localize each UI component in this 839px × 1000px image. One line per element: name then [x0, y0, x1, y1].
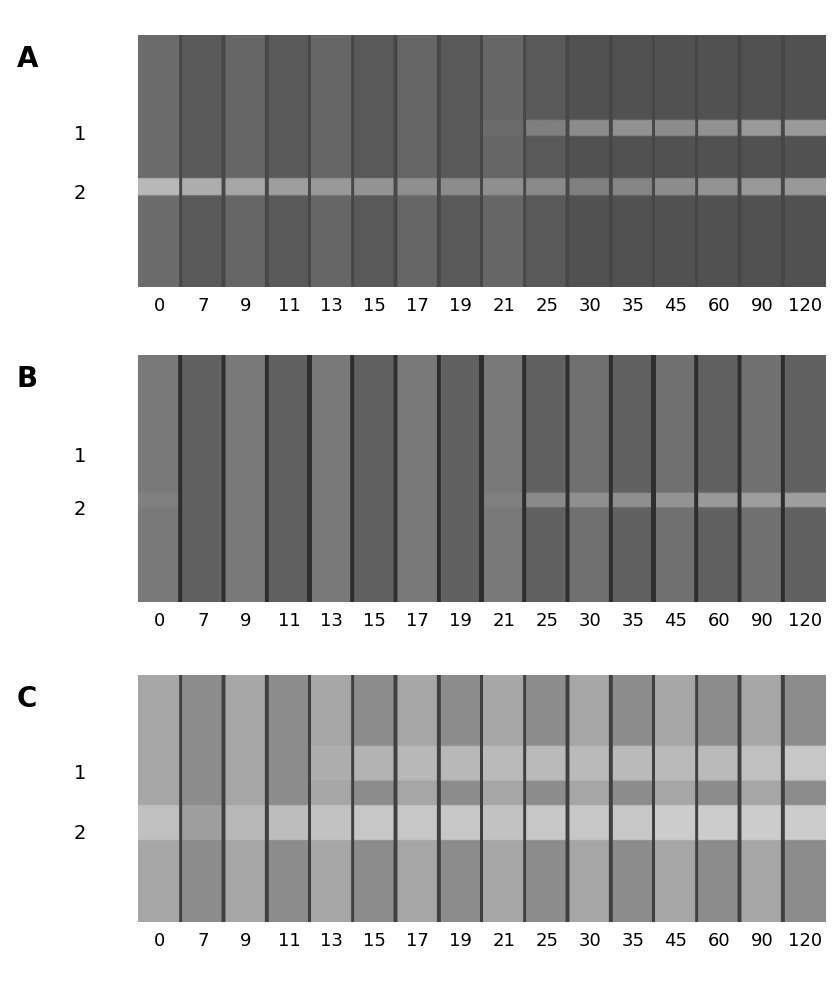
- Text: 30: 30: [579, 297, 602, 315]
- Text: 60: 60: [707, 297, 730, 315]
- Text: 13: 13: [320, 932, 343, 950]
- Text: 35: 35: [622, 932, 644, 950]
- Text: 25: 25: [535, 297, 559, 315]
- Text: 90: 90: [751, 612, 774, 630]
- Text: 21: 21: [492, 297, 515, 315]
- Text: 11: 11: [278, 932, 300, 950]
- Text: 60: 60: [707, 932, 730, 950]
- Text: 19: 19: [450, 297, 472, 315]
- Text: 0: 0: [154, 297, 165, 315]
- Text: 19: 19: [450, 612, 472, 630]
- Text: 15: 15: [363, 297, 387, 315]
- Text: 2: 2: [74, 824, 86, 843]
- Text: 2: 2: [74, 500, 86, 519]
- Text: 7: 7: [197, 612, 209, 630]
- Text: 0: 0: [154, 932, 165, 950]
- Text: 13: 13: [320, 612, 343, 630]
- Text: 11: 11: [278, 297, 300, 315]
- Text: 60: 60: [707, 612, 730, 630]
- Text: 90: 90: [751, 297, 774, 315]
- Text: 17: 17: [406, 932, 430, 950]
- Text: 1: 1: [74, 125, 86, 144]
- Text: 17: 17: [406, 612, 430, 630]
- Text: A: A: [17, 45, 39, 73]
- Text: 11: 11: [278, 612, 300, 630]
- Text: 2: 2: [74, 184, 86, 203]
- Text: 45: 45: [664, 612, 687, 630]
- Text: 120: 120: [788, 932, 822, 950]
- Text: 21: 21: [492, 932, 515, 950]
- Text: 13: 13: [320, 297, 343, 315]
- Text: 1: 1: [74, 447, 86, 466]
- Text: 9: 9: [240, 297, 252, 315]
- Text: C: C: [17, 685, 37, 713]
- Text: 1: 1: [74, 764, 86, 783]
- Text: B: B: [17, 365, 38, 393]
- Text: 120: 120: [788, 297, 822, 315]
- Text: 21: 21: [492, 612, 515, 630]
- Text: 35: 35: [622, 297, 644, 315]
- Text: 25: 25: [535, 932, 559, 950]
- Text: 45: 45: [664, 932, 687, 950]
- Text: 19: 19: [450, 932, 472, 950]
- Text: 9: 9: [240, 612, 252, 630]
- Text: 25: 25: [535, 612, 559, 630]
- Text: 45: 45: [664, 297, 687, 315]
- Text: 0: 0: [154, 612, 165, 630]
- Text: 35: 35: [622, 612, 644, 630]
- Text: 30: 30: [579, 932, 602, 950]
- Text: 90: 90: [751, 932, 774, 950]
- Text: 17: 17: [406, 297, 430, 315]
- Text: 120: 120: [788, 612, 822, 630]
- Text: 7: 7: [197, 297, 209, 315]
- Text: 15: 15: [363, 612, 387, 630]
- Text: 9: 9: [240, 932, 252, 950]
- Text: 30: 30: [579, 612, 602, 630]
- Text: 7: 7: [197, 932, 209, 950]
- Text: 15: 15: [363, 932, 387, 950]
